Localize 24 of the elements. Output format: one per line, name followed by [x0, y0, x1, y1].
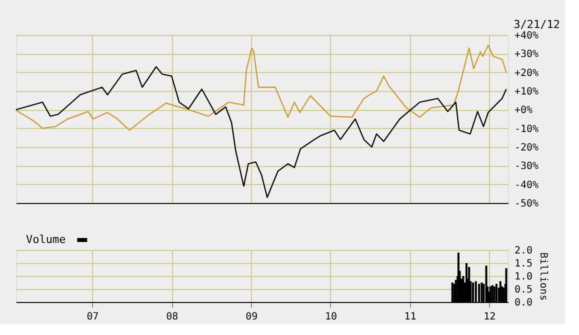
x-tick-label: 12 — [484, 312, 496, 322]
y-tick-label: 1.0 — [514, 272, 533, 282]
y-tick-label: -50% — [514, 198, 539, 210]
y-tick-label: 0.5 — [514, 284, 533, 296]
y-tick-label: -30% — [514, 161, 539, 172]
y-tick-label: +30% — [514, 49, 539, 60]
y-tick-label: 1.5 — [514, 258, 533, 270]
y-tick-label: -40% — [514, 180, 539, 191]
text: 3/21/12 — [514, 18, 560, 31]
y-tick-label: 0.0 — [514, 298, 533, 308]
y-tick-label: +20% — [514, 68, 539, 79]
x-tick-label: 09 — [246, 312, 258, 322]
y-tick-label: -20% — [514, 142, 539, 154]
y-tick-label: -10% — [514, 124, 539, 135]
x-tick-label: 11 — [404, 312, 416, 322]
y-tick-label: +0% — [514, 105, 533, 116]
x-tick-label: 10 — [324, 312, 337, 322]
y-tick-label: +10% — [514, 86, 539, 98]
y-tick-label: +40% — [514, 30, 539, 42]
x-tick-label: 08 — [166, 312, 178, 322]
legend-label: Volume — [26, 233, 66, 246]
x-tick-label: 07 — [86, 312, 99, 322]
y-axis-title: Billions — [538, 252, 549, 301]
y-tick-label: 2.0 — [514, 246, 533, 256]
